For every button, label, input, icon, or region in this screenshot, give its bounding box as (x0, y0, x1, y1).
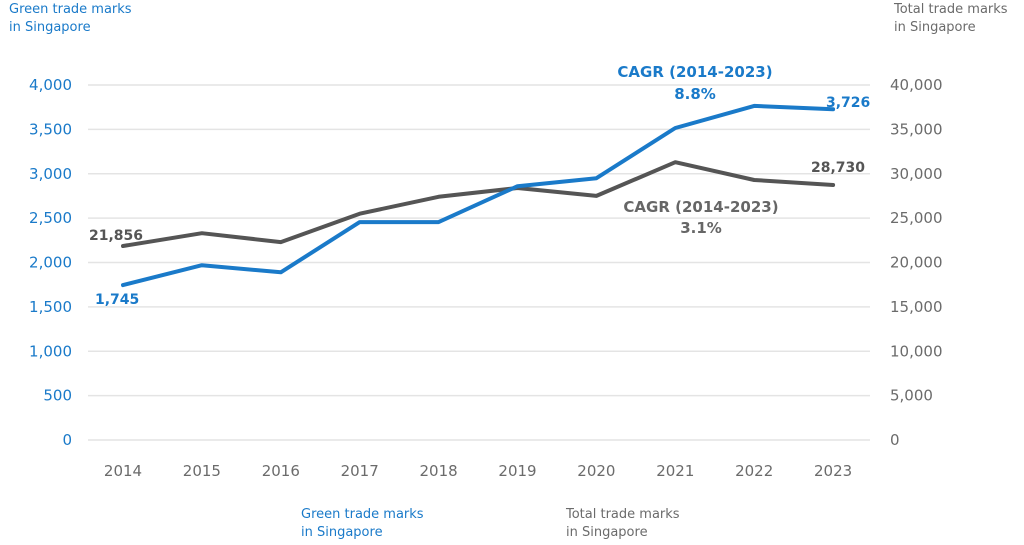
x-axis-tick-label: 2015 (183, 462, 221, 480)
left-axis-tick-label: 3,000 (29, 165, 72, 183)
right-axis-tick-label: 5,000 (890, 387, 933, 405)
x-axis-tick-label: 2014 (104, 462, 142, 480)
x-axis-tick-label: 2022 (735, 462, 773, 480)
green-cagr-title: CAGR (2014-2023) (617, 63, 772, 81)
left-axis-tick-label: 0 (62, 431, 72, 449)
green-cagr-value: 8.8% (674, 85, 716, 103)
total-end-label: 28,730 (811, 160, 865, 176)
left-axis-title: Green trade marks in Singapore (9, 1, 132, 37)
left-axis-title-line2: in Singapore (9, 20, 91, 35)
green-trade-marks-line (121, 103, 836, 288)
legend-green-line1: Green trade marks (301, 507, 424, 522)
green-start-label: 1,745 (95, 292, 139, 308)
total-start-label: 21,856 (89, 228, 143, 244)
right-axis-tick-label: 15,000 (890, 298, 943, 316)
axis-ticks: 0 0 500 5,000 1,000 10,000 1,500 15,000 2,000 20,… (29, 76, 942, 480)
right-axis-tick-label: 35,000 (890, 120, 943, 138)
series-lines (121, 103, 836, 288)
right-axis-tick-label: 0 (890, 431, 900, 449)
green-end-label: 3,726 (826, 95, 870, 111)
total-cagr-title: CAGR (2014-2023) (623, 198, 778, 216)
total-cagr-value: 3.1% (680, 219, 722, 237)
legend-green-line2: in Singapore (301, 525, 383, 540)
right-axis-tick-label: 40,000 (890, 76, 943, 94)
x-axis-tick-label: 2019 (498, 462, 536, 480)
right-axis-title-line1: Total trade marks (894, 2, 1008, 17)
x-axis-tick-label: 2018 (420, 462, 458, 480)
right-axis-title-line2: in Singapore (894, 20, 976, 35)
right-axis-tick-label: 30,000 (890, 165, 943, 183)
legend-item-green: Green trade marks in Singapore (301, 506, 424, 542)
legend-total-line2: in Singapore (566, 525, 648, 540)
left-axis-tick-label: 4,000 (29, 76, 72, 94)
right-axis-tick-label: 25,000 (890, 209, 943, 227)
data-labels: 21,856 1,745 3,726 28,730 CAGR (2014-202… (89, 63, 870, 308)
total-trade-marks-line (121, 160, 836, 248)
left-axis-tick-label: 2,500 (29, 209, 72, 227)
right-axis-tick-label: 20,000 (890, 254, 943, 272)
x-axis-tick-label: 2021 (656, 462, 694, 480)
x-axis-tick-label: 2016 (262, 462, 300, 480)
left-axis-tick-label: 1,500 (29, 298, 72, 316)
legend-item-total: Total trade marks in Singapore (566, 506, 680, 542)
left-axis-tick-label: 3,500 (29, 120, 72, 138)
legend-total-line1: Total trade marks (566, 507, 680, 522)
left-axis-tick-label: 500 (43, 387, 72, 405)
gridlines (88, 84, 870, 441)
left-axis-tick-label: 1,000 (29, 342, 72, 360)
x-axis-tick-label: 2023 (814, 462, 852, 480)
x-axis-tick-label: 2020 (577, 462, 615, 480)
right-axis-tick-label: 10,000 (890, 342, 943, 360)
right-axis-title: Total trade marks in Singapore (894, 1, 1008, 37)
left-axis-title-line1: Green trade marks (9, 2, 132, 17)
x-axis-tick-label: 2017 (341, 462, 379, 480)
left-axis-tick-label: 2,000 (29, 254, 72, 272)
